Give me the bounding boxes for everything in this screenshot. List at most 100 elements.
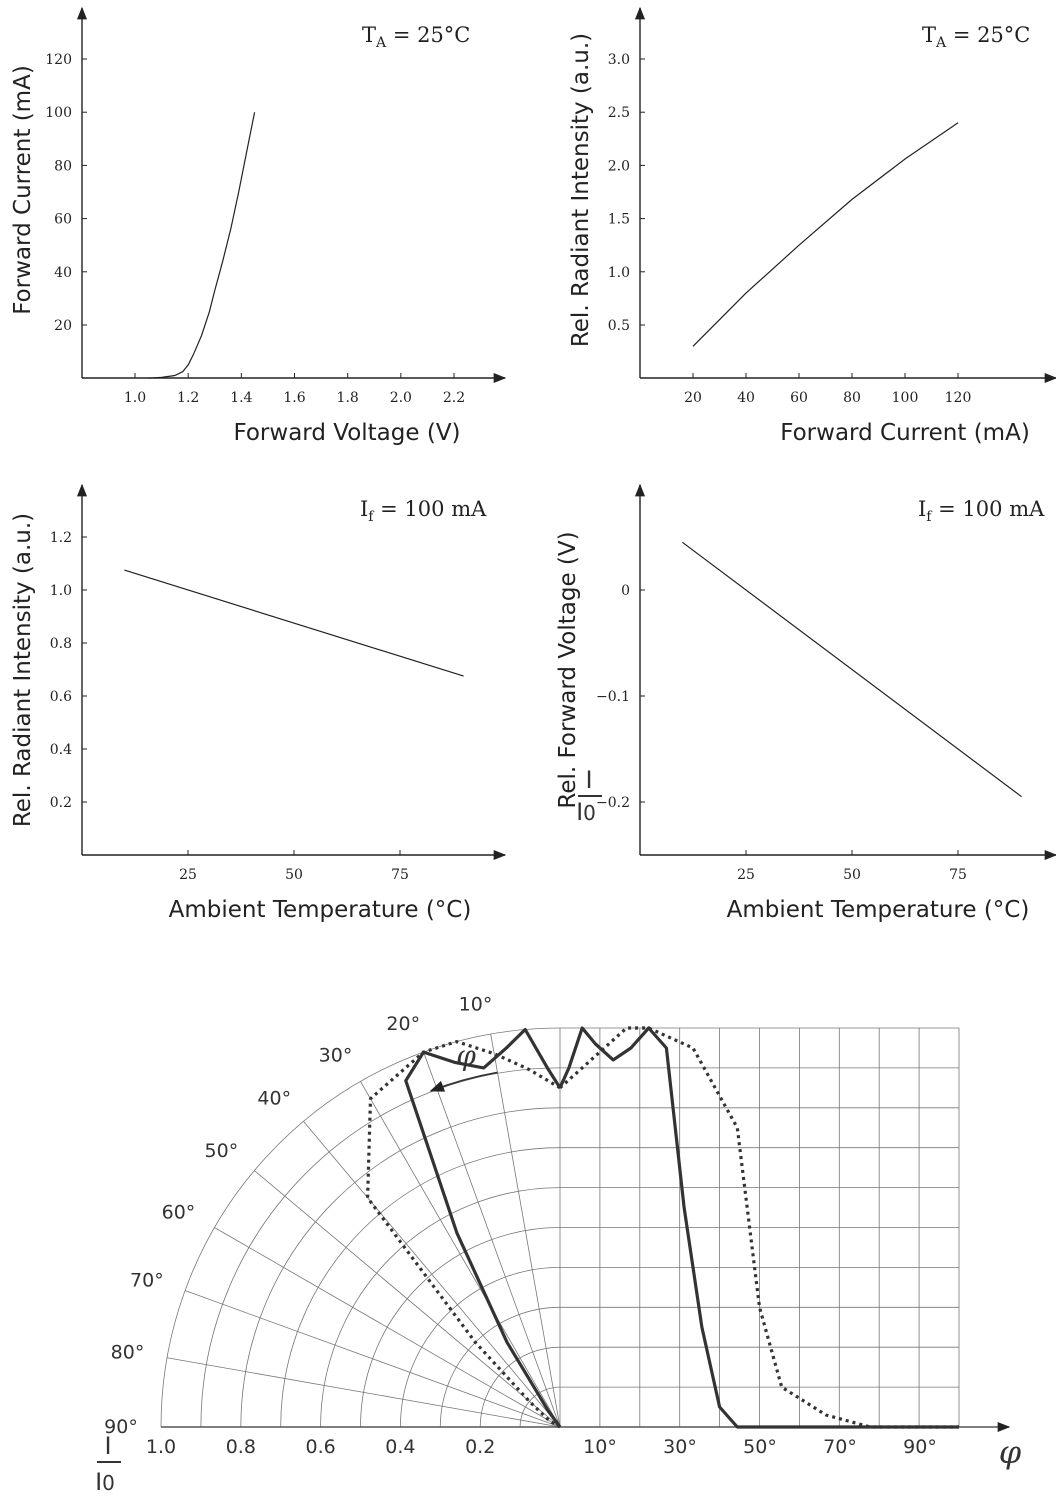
y-tick-label: 0.4 bbox=[50, 742, 72, 758]
y-tick-label: 0.6 bbox=[50, 689, 72, 705]
y-tick-label: 2.5 bbox=[608, 105, 630, 121]
polar-arc bbox=[160, 1027, 561, 1428]
series-line bbox=[692, 122, 959, 347]
polar-radial-label: 0.4 bbox=[385, 1436, 415, 1458]
polar-angle-label: 20° bbox=[386, 1013, 420, 1035]
series-line bbox=[682, 541, 1022, 798]
polar-arc bbox=[240, 1107, 561, 1428]
polar-spoke bbox=[184, 1290, 561, 1428]
y-tick-label: −0.1 bbox=[596, 689, 630, 705]
polar-angle-label: 80° bbox=[111, 1342, 145, 1364]
polar-curve-dotted bbox=[366, 1039, 561, 1429]
y-tick-label: 100 bbox=[45, 105, 72, 121]
y-tick-label: 1.5 bbox=[608, 212, 630, 228]
polar-angle-label: 10° bbox=[459, 994, 493, 1016]
y-tick-label: 60 bbox=[54, 212, 72, 228]
chart-polar-radiation: I I0 I I0 φ φ 1.0 0.8 0.6 0.4 0.2 10° 30° 50° 70… bbox=[95, 766, 1022, 1496]
svg-text:I: I bbox=[104, 1432, 111, 1460]
chart-3-y-axis-label: Rel. Radiant Intensity (a.u.) bbox=[10, 513, 36, 827]
y-tick-label: 3.0 bbox=[608, 52, 630, 68]
polar-arc bbox=[280, 1147, 561, 1428]
x-tick-label: 2.2 bbox=[443, 390, 465, 406]
chart-voltage-vs-temperature: If = 100 mA Ambient Temperature (°C) Rel… bbox=[555, 483, 1056, 923]
rect-curve-dotted bbox=[558, 1026, 959, 1429]
chart-radiant-vs-current: TA = 25°C Forward Current (mA) Rel. Radi… bbox=[568, 6, 1056, 446]
polar-angle-axis-label: 30° bbox=[663, 1436, 697, 1458]
series-line bbox=[148, 112, 256, 379]
polar-phi-arrow bbox=[429, 1071, 498, 1092]
polar-angle-label: 60° bbox=[162, 1202, 196, 1224]
polar-arc bbox=[479, 1346, 561, 1428]
x-tick-label: 1.0 bbox=[124, 390, 146, 406]
chart-1-x-axis-label: Forward Voltage (V) bbox=[233, 420, 460, 446]
chart-1-y-axis-label: Forward Current (mA) bbox=[10, 65, 36, 315]
polar-angle-axis-label: 70° bbox=[823, 1436, 857, 1458]
chart-radiant-vs-temperature: If = 100 mA Ambient Temperature (°C) Rel… bbox=[10, 483, 507, 923]
x-tick-label: 25 bbox=[179, 867, 197, 883]
y-tick-label: 0.2 bbox=[50, 795, 72, 811]
y-tick-label: 1.2 bbox=[50, 530, 72, 546]
x-tick-label: 60 bbox=[790, 390, 808, 406]
polar-intensity-label-top: I I0 bbox=[576, 766, 602, 826]
polar-spoke bbox=[303, 1121, 561, 1428]
x-tick-label: 1.6 bbox=[283, 390, 305, 406]
rect-curve-solid bbox=[558, 1026, 959, 1429]
svg-text:I0: I0 bbox=[95, 1468, 115, 1496]
y-tick-label: 0 bbox=[621, 583, 630, 599]
x-tick-label: 50 bbox=[843, 867, 861, 883]
chart-3-condition: If = 100 mA bbox=[360, 497, 487, 525]
x-tick-label: 80 bbox=[843, 390, 861, 406]
svg-text:I: I bbox=[585, 766, 592, 794]
polar-arc bbox=[320, 1187, 561, 1428]
x-tick-label: 1.8 bbox=[337, 390, 359, 406]
polar-radial-label: 1.0 bbox=[146, 1436, 176, 1458]
y-tick-label: 0.5 bbox=[608, 318, 630, 334]
x-tick-label: 2.0 bbox=[390, 390, 412, 406]
y-tick-label: 1.0 bbox=[608, 265, 630, 281]
polar-phi-axis-label: φ bbox=[999, 1433, 1022, 1471]
y-tick-label: 0.8 bbox=[50, 636, 72, 652]
polar-intensity-label-bottom: I I0 bbox=[95, 1432, 121, 1496]
polar-spoke bbox=[423, 1051, 561, 1428]
polar-spoke bbox=[254, 1170, 561, 1428]
y-tick-label: 1.0 bbox=[50, 583, 72, 599]
y-tick-label: 120 bbox=[45, 52, 72, 68]
polar-angle-label: 30° bbox=[319, 1044, 353, 1066]
x-tick-label: 40 bbox=[737, 390, 755, 406]
y-tick-label: 2.0 bbox=[608, 158, 630, 174]
chart-2-y-axis-label: Rel. Radiant Intensity (a.u.) bbox=[568, 33, 594, 347]
y-tick-label: 20 bbox=[54, 318, 72, 334]
polar-spoke bbox=[214, 1227, 561, 1428]
x-tick-label: 120 bbox=[945, 390, 972, 406]
x-tick-label: 20 bbox=[684, 390, 702, 406]
x-tick-label: 75 bbox=[949, 867, 967, 883]
y-tick-label: 40 bbox=[54, 265, 72, 281]
polar-angle-axis-label: 50° bbox=[743, 1436, 777, 1458]
x-tick-label: 100 bbox=[892, 390, 919, 406]
polar-arc bbox=[200, 1067, 561, 1428]
polar-angle-axis-label: 90° bbox=[903, 1436, 937, 1458]
x-tick-label: 25 bbox=[737, 867, 755, 883]
svg-text:I0: I0 bbox=[576, 798, 596, 826]
chart-forward-current: TA = 25°C Forward Voltage (V) Forward Cu… bbox=[10, 6, 507, 446]
chart-4-condition: If = 100 mA bbox=[918, 497, 1045, 525]
polar-spoke bbox=[490, 1033, 561, 1428]
polar-arc bbox=[400, 1267, 561, 1428]
chart-4-y-axis-label: Rel. Forward Voltage (V) bbox=[555, 531, 581, 808]
x-tick-label: 1.2 bbox=[177, 390, 199, 406]
chart-4-x-axis-label: Ambient Temperature (°C) bbox=[727, 897, 1030, 923]
polar-angle-label: 50° bbox=[205, 1140, 239, 1162]
polar-radial-label: 0.2 bbox=[465, 1436, 495, 1458]
polar-angle-label: 40° bbox=[257, 1087, 291, 1109]
polar-arc bbox=[360, 1227, 561, 1428]
chart-3-x-axis-label: Ambient Temperature (°C) bbox=[169, 897, 472, 923]
chart-2-condition: TA = 25°C bbox=[922, 23, 1030, 51]
polar-angle-label: 90° bbox=[104, 1416, 138, 1438]
polar-angle-axis-label: 10° bbox=[583, 1436, 617, 1458]
x-tick-label: 50 bbox=[285, 867, 303, 883]
polar-curve-solid bbox=[404, 1027, 562, 1428]
chart-2-x-axis-label: Forward Current (mA) bbox=[780, 420, 1030, 446]
polar-radial-label: 0.8 bbox=[226, 1436, 256, 1458]
polar-spoke bbox=[166, 1357, 561, 1428]
